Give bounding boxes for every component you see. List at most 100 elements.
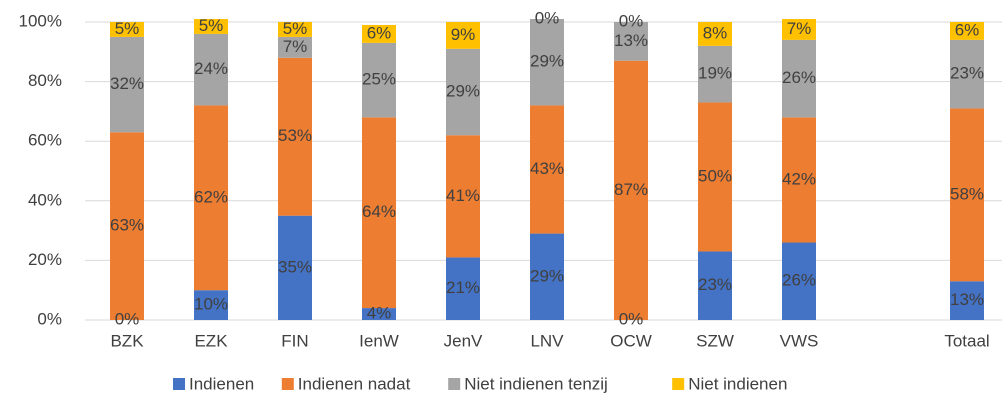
- data-label: 13%: [950, 290, 984, 309]
- data-label: 32%: [110, 74, 144, 93]
- data-label: 24%: [194, 59, 228, 78]
- bar-segment: [194, 19, 228, 34]
- bar-segment: [278, 57, 312, 216]
- bar-segment: [110, 36, 144, 133]
- data-label: 29%: [530, 266, 564, 285]
- data-label: 13%: [614, 31, 648, 50]
- bar-segment: [446, 135, 480, 258]
- data-label: 21%: [446, 278, 480, 297]
- data-label: 5%: [283, 19, 308, 38]
- legend-label: Indienen: [189, 374, 254, 393]
- data-label: 62%: [194, 187, 228, 206]
- data-label: 6%: [955, 20, 980, 39]
- bar-segment: [362, 42, 396, 118]
- bar-segment: [278, 215, 312, 320]
- data-label: 41%: [446, 186, 480, 205]
- bar-segment: [278, 22, 312, 37]
- legend-label: Niet indienen tenzij: [464, 374, 608, 393]
- bar-segment: [614, 22, 648, 61]
- bar-segment: [362, 24, 396, 43]
- bar-segment: [530, 233, 564, 320]
- y-tick-label: 0%: [37, 309, 62, 328]
- bar-segment: [782, 117, 816, 243]
- legend-label: Niet indienen: [688, 374, 787, 393]
- data-label: 26%: [782, 271, 816, 290]
- data-label: 8%: [703, 23, 728, 42]
- data-label: 7%: [283, 37, 308, 56]
- data-label: 64%: [362, 202, 396, 221]
- bar-segment: [698, 251, 732, 320]
- data-label: 35%: [278, 257, 312, 276]
- legend-label: Indienen nadat: [298, 374, 411, 393]
- bar-segment: [782, 242, 816, 320]
- data-label: 5%: [199, 16, 224, 35]
- bar-segment: [698, 22, 732, 46]
- bar-segment: [362, 308, 396, 320]
- bar-segment: [110, 22, 144, 37]
- data-label: 23%: [698, 275, 732, 294]
- y-tick-label: 60%: [28, 131, 62, 150]
- x-tick-label: VWS: [780, 331, 819, 350]
- bar-segment: [530, 105, 564, 234]
- data-label: 6%: [367, 23, 392, 42]
- bar-segment: [446, 48, 480, 136]
- data-label: 50%: [698, 166, 732, 185]
- data-label: 5%: [115, 19, 140, 38]
- data-label: 0%: [619, 11, 644, 30]
- bar-segment: [362, 117, 396, 309]
- data-label: 26%: [782, 68, 816, 87]
- x-tick-label: OCW: [610, 331, 652, 350]
- legend-swatch: [672, 378, 685, 390]
- data-label: 4%: [367, 304, 392, 323]
- data-label: 63%: [110, 216, 144, 235]
- bar-segment: [530, 19, 564, 106]
- data-label: 29%: [530, 52, 564, 71]
- x-tick-label: FIN: [281, 331, 308, 350]
- x-tick-label: Totaal: [944, 331, 989, 350]
- bar-segment: [950, 108, 984, 282]
- data-label: 25%: [362, 70, 396, 89]
- bar-segment: [950, 281, 984, 320]
- data-label: 10%: [194, 295, 228, 314]
- bar-segment: [194, 33, 228, 106]
- x-tick-label: JenV: [444, 331, 483, 350]
- data-label: 29%: [446, 82, 480, 101]
- bar-segment: [278, 36, 312, 58]
- data-label: 0%: [535, 9, 560, 28]
- data-label: 19%: [698, 64, 732, 83]
- bar-segment: [614, 60, 648, 321]
- bar-segment: [698, 102, 732, 252]
- x-tick-label: BZK: [110, 331, 144, 350]
- bar-segment: [782, 19, 816, 40]
- legend-swatch: [173, 378, 185, 390]
- data-label: 23%: [950, 64, 984, 83]
- y-tick-label: 80%: [28, 71, 62, 90]
- data-label: 58%: [950, 184, 984, 203]
- x-tick-label: LNV: [530, 331, 564, 350]
- x-tick-label: EZK: [194, 331, 228, 350]
- legend-swatch: [448, 378, 461, 390]
- bar-segment: [950, 22, 984, 40]
- data-label: 0%: [115, 309, 140, 328]
- data-label: 7%: [787, 19, 812, 38]
- data-label: 42%: [782, 169, 816, 188]
- legend-swatch: [281, 378, 294, 390]
- bar-segment: [950, 39, 984, 109]
- bar-segment: [446, 257, 480, 320]
- x-tick-label: IenW: [359, 331, 399, 350]
- data-label: 9%: [451, 25, 476, 44]
- bar-segment: [194, 105, 228, 291]
- bar-segment: [446, 22, 480, 49]
- y-tick-label: 40%: [28, 190, 62, 209]
- data-label: 87%: [614, 180, 648, 199]
- data-label: 53%: [278, 126, 312, 145]
- bar-segment: [110, 132, 144, 320]
- y-tick-label: 100%: [19, 11, 62, 30]
- y-tick-label: 20%: [28, 250, 62, 269]
- x-tick-label: SZW: [696, 331, 734, 350]
- data-label: 43%: [530, 159, 564, 178]
- bar-segment: [782, 39, 816, 118]
- data-label: 0%: [619, 309, 644, 328]
